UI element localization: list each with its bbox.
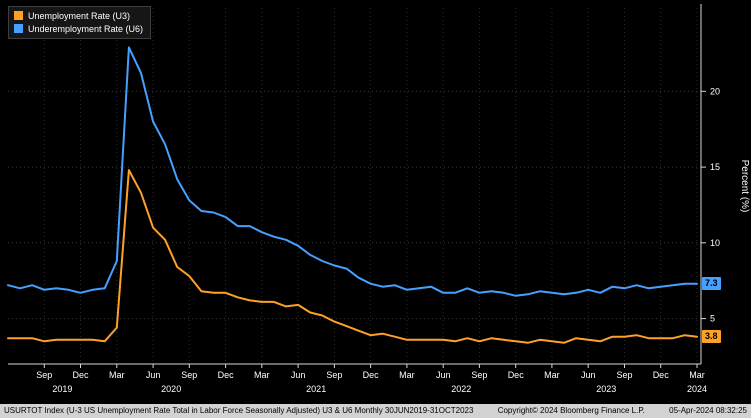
x-tick-label: Mar — [544, 370, 560, 380]
x-year-label: 2019 — [52, 384, 72, 394]
x-tick-label: Jun — [291, 370, 306, 380]
x-tick-label: Dec — [363, 370, 380, 380]
x-tick-label: Jun — [146, 370, 161, 380]
y-tick-label: 5 — [710, 314, 715, 324]
x-year-label: 2022 — [451, 384, 471, 394]
x-tick-label: Sep — [181, 370, 197, 380]
last-value-badge-u3: 3.8 — [702, 330, 721, 343]
x-tick-label: Dec — [508, 370, 525, 380]
x-tick-label: Mar — [689, 370, 705, 380]
y-tick-label: 20 — [710, 86, 720, 96]
footer-copyright: Copyright© 2024 Bloomberg Finance L.P. — [497, 406, 645, 415]
footer-ticker-description: USURTOT Index (U-3 US Unemployment Rate … — [4, 406, 474, 415]
legend: Unemployment Rate (U3) Underemployment R… — [8, 6, 152, 39]
footer-timestamp: 05-Apr-2024 08:32:25 — [669, 406, 747, 415]
x-tick-label: Jun — [436, 370, 451, 380]
x-tick-label: Jun — [581, 370, 596, 380]
y-tick-label: 10 — [710, 238, 720, 248]
last-value-badge-u6: 7.3 — [702, 277, 721, 290]
series-line-u6 — [7, 46, 698, 297]
legend-item-u3[interactable]: Unemployment Rate (U3) — [14, 9, 143, 22]
x-year-label: 2020 — [161, 384, 181, 394]
x-tick-label: Sep — [326, 370, 342, 380]
x-tick-label: Dec — [218, 370, 235, 380]
x-tick-label: Sep — [616, 370, 632, 380]
axes — [8, 4, 706, 368]
u6-color-swatch — [14, 24, 23, 33]
x-year-labels: 2019 2020 2021 2022 2023 2024 — [52, 384, 707, 394]
series-lines — [7, 46, 698, 344]
legend-label-u6: Underemployment Rate (U6) — [28, 23, 144, 34]
x-year-label: 2021 — [306, 384, 326, 394]
footer-status-bar: USURTOT Index (U-3 US Unemployment Rate … — [0, 404, 751, 418]
x-tick-labels: Sep Dec Mar Jun Sep Dec Mar Jun Sep Dec Mar Jun Sep D… — [36, 370, 704, 380]
y-tick-labels: 5 10 15 20 — [710, 86, 720, 323]
x-tick-label: Sep — [471, 370, 487, 380]
gridlines-vertical — [43, 8, 698, 364]
x-tick-label: Dec — [72, 370, 89, 380]
series-line-u3 — [7, 169, 698, 344]
legend-label-u3: Unemployment Rate (U3) — [28, 10, 131, 21]
u3-color-swatch — [14, 11, 23, 20]
y-tick-label: 15 — [710, 162, 720, 172]
x-tick-label: Mar — [254, 370, 270, 380]
legend-item-u6[interactable]: Underemployment Rate (U6) — [14, 22, 143, 35]
x-tick-label: Mar — [109, 370, 125, 380]
x-tick-label: Dec — [653, 370, 670, 380]
x-year-label: 2024 — [687, 384, 707, 394]
x-tick-label: Mar — [399, 370, 415, 380]
gridlines-horizontal — [8, 90, 701, 320]
chart-canvas: Sep Dec Mar Jun Sep Dec Mar Jun Sep Dec Mar Jun Sep D… — [7, 4, 750, 394]
x-year-label: 2023 — [596, 384, 616, 394]
x-tick-label: Sep — [36, 370, 52, 380]
y-axis-title: Percent (%) — [739, 160, 750, 213]
